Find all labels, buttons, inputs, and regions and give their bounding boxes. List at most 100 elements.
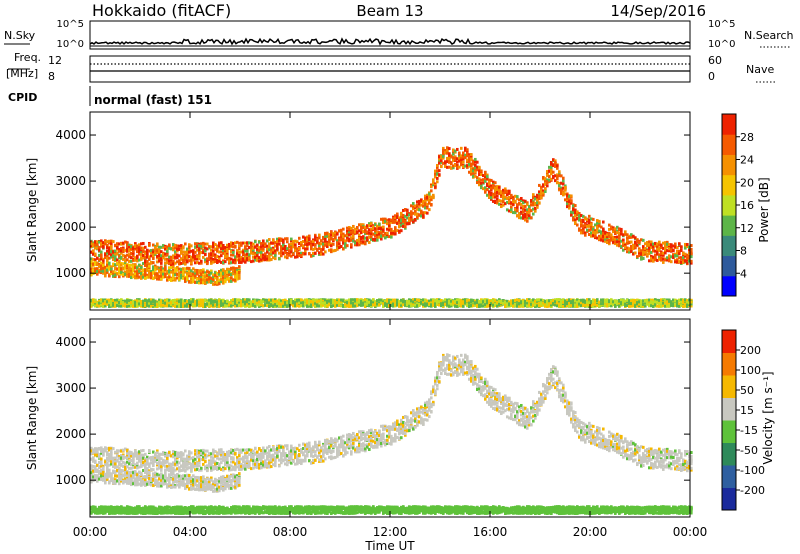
power-echo-cell [568, 204, 571, 208]
power-echo-cell [526, 211, 529, 215]
power-echo-cell [194, 254, 197, 258]
power-echo-cell [580, 223, 583, 227]
power-echo-cell [132, 249, 135, 253]
power-echo-cell [682, 257, 685, 261]
power-echo-cell [592, 217, 595, 221]
power-echo-cell [296, 255, 299, 259]
power-echo-cell [102, 241, 105, 245]
power-echo-cell [108, 274, 111, 278]
power-echo-cell [160, 250, 163, 254]
power-echo-cell [206, 300, 209, 304]
power-echo-cell [276, 304, 279, 308]
power-echo-cell [224, 252, 227, 256]
power-echo-cell [312, 300, 315, 304]
freq-label-line1: Freq. [14, 51, 41, 64]
power-echo-cell [228, 247, 231, 251]
power-echo-cell [456, 164, 459, 168]
power-echo-cell [342, 304, 345, 308]
power-echo-cell [400, 221, 403, 225]
power-echo-cell [180, 268, 183, 272]
power-echo-cell [280, 247, 283, 251]
power-echo-cell [474, 160, 477, 164]
power-echo-cell [256, 243, 259, 247]
power-echo-cell [98, 253, 101, 257]
power-echo-cell [406, 216, 409, 220]
power-echo-cell [298, 301, 301, 305]
power-echo-cell [462, 151, 465, 155]
power-echo-cell [194, 304, 197, 308]
power-echo-cell [214, 255, 217, 259]
power-echo-cell [152, 257, 155, 261]
power-echo-cell [188, 259, 191, 263]
power-echo-cell [132, 302, 135, 306]
power-echo-cell [380, 231, 383, 235]
power-echo-cell [276, 301, 279, 305]
power-echo-cell [280, 245, 283, 249]
power-echo-cell [670, 255, 673, 259]
power-echo-cell [306, 303, 309, 307]
power-echo-cell [384, 236, 387, 240]
power-echo-cell [300, 301, 303, 305]
power-echo-cell [374, 301, 377, 305]
power-echo-cell [108, 256, 111, 260]
power-echo-cell [172, 298, 175, 302]
power-echo-cell [374, 303, 377, 307]
power-echo-cell [546, 180, 549, 184]
power-echo-cell [94, 243, 97, 247]
power-echo-cell [122, 266, 125, 270]
power-echo-cell [336, 301, 339, 305]
power-echo-cell [252, 298, 255, 302]
power-echo-cell [308, 238, 311, 242]
power-echo-cell [162, 275, 165, 279]
power-echo-cell [378, 235, 381, 239]
power-echo-cell [580, 218, 583, 222]
power-echo-cell [294, 243, 297, 247]
power-echo-cell [136, 266, 139, 270]
power-echo-cell [220, 299, 223, 303]
power-echo-cell [132, 264, 135, 268]
power-echo-cell [336, 299, 339, 303]
power-echo-cell [646, 240, 649, 244]
power-echo-cell [408, 216, 411, 220]
power-echo-cell [488, 178, 491, 182]
power-echo-cell [274, 300, 277, 304]
power-echo-cell [108, 304, 111, 308]
power-echo-cell [280, 251, 283, 255]
power-echo-cell [100, 271, 103, 275]
power-echo-cell [248, 241, 251, 245]
power-echo-cell [510, 206, 513, 210]
power-echo-cell [100, 239, 103, 243]
power-echo-cell [550, 168, 553, 172]
power-echo-cell [94, 252, 97, 256]
power-echo-cell [234, 273, 237, 277]
power-echo-cell [470, 164, 473, 168]
power-echo-cell [322, 247, 325, 251]
power-echo-cell [386, 302, 389, 306]
power-echo-cell [176, 276, 179, 280]
power-echo-cell [214, 271, 217, 275]
power-echo-cell [158, 274, 161, 278]
power-echo-cell [204, 249, 207, 253]
power-echo-cell [210, 261, 213, 265]
power-echo-cell [352, 225, 355, 229]
power-echo-cell [402, 215, 405, 219]
power-echo-cell [208, 253, 211, 257]
power-echo-cell [260, 301, 263, 305]
power-echo-cell [150, 304, 153, 308]
power-echo-cell [422, 303, 425, 307]
power-echo-cell [160, 265, 163, 269]
power-echo-cell [620, 232, 623, 236]
power-echo-cell [164, 304, 167, 308]
power-echo-cell [144, 264, 147, 268]
power-echo-cell [452, 166, 455, 170]
power-echo-cell [212, 260, 215, 264]
power-echo-cell [144, 273, 147, 277]
power-echo-cell [596, 230, 599, 234]
power-echo-cell [442, 161, 445, 165]
power-echo-cell [206, 270, 209, 274]
power-echo-cell [158, 268, 161, 272]
power-echo-cell [574, 212, 577, 216]
power-echo-cell [204, 252, 207, 256]
power-echo-cell [656, 242, 659, 246]
power-echo-cell [528, 208, 531, 212]
